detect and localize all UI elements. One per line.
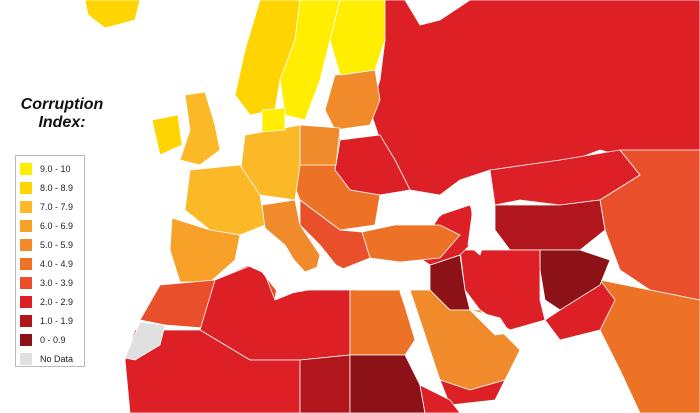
region-balkans xyxy=(299,199,371,271)
legend-item: 2.0 - 2.9 xyxy=(20,292,80,311)
legend-label: 6.0 - 6.9 xyxy=(40,220,74,231)
legend-swatch xyxy=(20,200,32,213)
legend-label: 0 - 0.9 xyxy=(40,334,66,345)
legend-label: 4.0 - 4.9 xyxy=(40,258,74,269)
region-spain xyxy=(169,217,241,283)
sea-mediterranean xyxy=(238,249,413,296)
region-western-sahara xyxy=(124,321,166,361)
legend-item: 0 - 0.9 xyxy=(20,330,80,349)
legend-swatch xyxy=(20,352,32,365)
legend-label: 5.0 - 5.9 xyxy=(40,239,74,250)
legend-item: 7.0 - 7.9 xyxy=(20,197,80,216)
legend-label: No Data xyxy=(40,353,74,364)
legend-swatch xyxy=(20,162,32,175)
legend-item: 5.0 - 5.9 xyxy=(20,235,80,254)
legend-swatch xyxy=(20,219,32,232)
region-baltics xyxy=(324,69,381,131)
sea-black xyxy=(381,194,449,223)
region-chad xyxy=(299,354,351,413)
region-uk xyxy=(179,91,221,166)
legend-label: 8.0 - 8.9 xyxy=(40,182,74,193)
region-ethiopia xyxy=(419,384,461,413)
legend-label: 9.0 - 10 xyxy=(40,163,71,174)
legend-item: 4.0 - 4.9 xyxy=(20,254,80,273)
region-china xyxy=(599,149,700,301)
legend-item: 9.0 - 10 xyxy=(20,159,80,178)
legend-swatch xyxy=(20,295,32,308)
region-iceland xyxy=(84,0,141,29)
sea-gulf xyxy=(468,309,511,336)
legend-label: 2.0 - 2.9 xyxy=(40,296,74,307)
region-sudan xyxy=(349,354,426,413)
sea-red xyxy=(399,289,441,385)
sea-caspian xyxy=(467,187,491,256)
region-turkey xyxy=(361,224,461,263)
legend-swatch xyxy=(20,181,32,194)
region-iran xyxy=(459,249,546,331)
region-afghanistan xyxy=(539,249,611,311)
legend-swatch xyxy=(20,276,32,289)
legend: 9.0 - 10 8.0 - 8.9 7.0 - 7.9 6.0 - 6.9 5.0 -… xyxy=(15,155,85,367)
legend-swatch xyxy=(20,333,32,346)
region-denmark xyxy=(261,107,286,133)
legend-item: No Data xyxy=(20,349,80,368)
region-france xyxy=(184,164,266,236)
region-ireland xyxy=(151,114,183,156)
legend-swatch xyxy=(20,314,32,327)
legend-item: 6.0 - 6.9 xyxy=(20,216,80,235)
legend-title: Corruption Index: xyxy=(20,96,104,131)
legend-swatch xyxy=(20,257,32,270)
region-finland xyxy=(329,0,386,76)
legend-item: 8.0 - 8.9 xyxy=(20,178,80,197)
legend-item: 1.0 - 1.9 xyxy=(20,311,80,330)
legend-label: 7.0 - 7.9 xyxy=(40,201,74,212)
legend-label: 3.0 - 3.9 xyxy=(40,277,74,288)
region-poland xyxy=(299,124,341,166)
region-central-asia xyxy=(494,199,606,251)
legend-swatch xyxy=(20,238,32,251)
legend-item: 3.0 - 3.9 xyxy=(20,273,80,292)
legend-label: 1.0 - 1.9 xyxy=(40,315,74,326)
